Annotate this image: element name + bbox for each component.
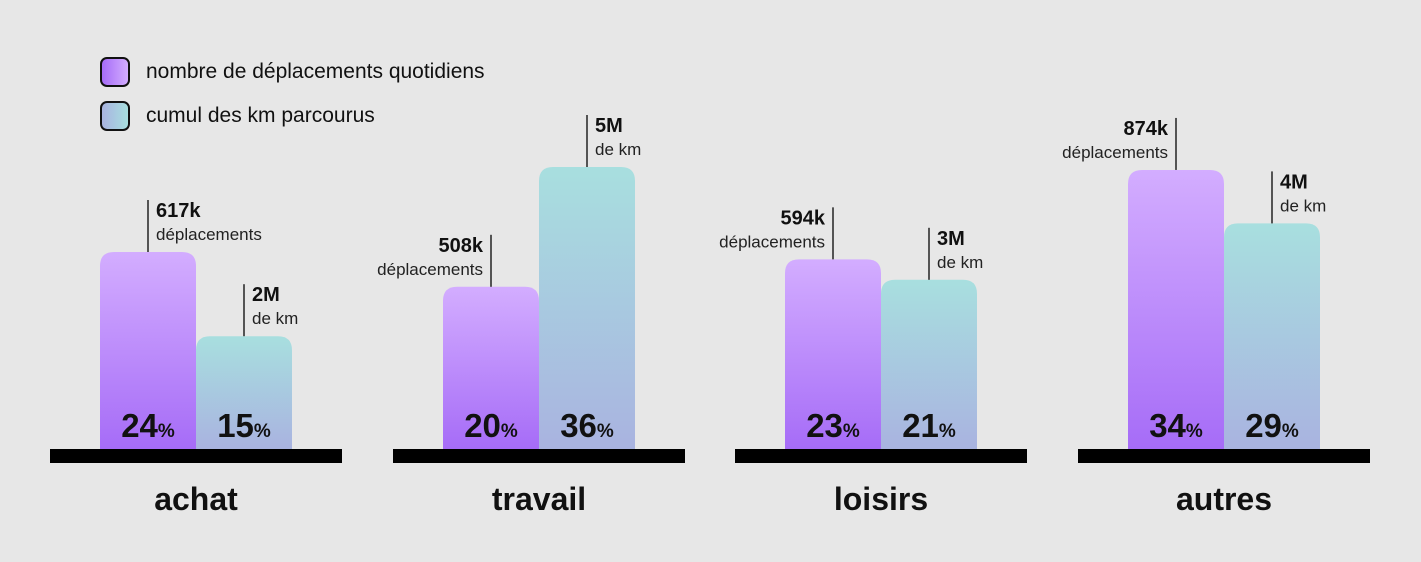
value-label-trips-achat: 617k [156, 200, 201, 222]
percent-label-km-autres: 29% [1245, 407, 1299, 444]
baseline-travail [393, 449, 685, 463]
value-units-trips-achat: déplacements [156, 225, 262, 244]
value-label-km-loisirs: 3M [937, 228, 965, 250]
bar-km-travail [539, 167, 635, 449]
value-units-trips-autres: déplacements [1062, 143, 1168, 162]
value-label-trips-loisirs: 594k [781, 207, 826, 229]
category-label-achat: achat [154, 481, 238, 517]
percent-symbol: % [1282, 421, 1299, 442]
value-units-km-loisirs: de km [937, 253, 983, 272]
value-units-km-achat: de km [252, 309, 298, 328]
percent-label-trips-travail: 20% [464, 407, 518, 444]
value-units-trips-loisirs: déplacements [719, 232, 825, 251]
percent-value: 15 [217, 407, 254, 444]
percent-value: 34 [1149, 407, 1186, 444]
bar-trips-travail [443, 286, 539, 449]
legend-swatch-trips [100, 57, 130, 87]
bar-km-loisirs [881, 279, 977, 449]
category-label-loisirs: loisirs [834, 481, 928, 517]
percent-value: 21 [902, 407, 939, 444]
bar-km-achat [196, 336, 292, 449]
percent-value: 36 [560, 407, 597, 444]
value-label-km-travail: 5M [595, 115, 623, 137]
percent-label-km-achat: 15% [217, 407, 271, 444]
percent-label-km-travail: 36% [560, 407, 614, 444]
value-units-km-travail: de km [595, 140, 641, 159]
percent-label-trips-achat: 24% [121, 407, 175, 444]
bar-km-autres [1224, 223, 1320, 449]
value-units-km-autres: de km [1280, 196, 1326, 215]
percent-symbol: % [501, 421, 518, 442]
legend-label-km: cumul des km parcourus [146, 104, 375, 127]
percent-symbol: % [843, 421, 860, 442]
legend: nombre de déplacements quotidiens cumul … [100, 50, 485, 138]
legend-item-km: cumul des km parcourus [100, 94, 485, 138]
value-label-km-autres: 4M [1280, 171, 1308, 193]
value-label-km-achat: 2M [252, 284, 280, 306]
percent-symbol: % [158, 421, 175, 442]
legend-label-trips: nombre de déplacements quotidiens [146, 60, 485, 83]
percent-label-trips-autres: 34% [1149, 407, 1203, 444]
value-units-trips-travail: déplacements [377, 260, 483, 279]
category-label-autres: autres [1176, 481, 1272, 517]
baseline-autres [1078, 449, 1370, 463]
bar-trips-loisirs [785, 259, 881, 449]
percent-symbol: % [939, 421, 956, 442]
percent-symbol: % [1186, 421, 1203, 442]
percent-label-km-loisirs: 21% [902, 407, 956, 444]
baseline-achat [50, 449, 342, 463]
bar-trips-achat [100, 252, 196, 449]
baseline-loisirs [735, 449, 1027, 463]
category-label-travail: travail [492, 481, 586, 517]
bar-trips-autres [1128, 169, 1224, 449]
legend-item-trips: nombre de déplacements quotidiens [100, 50, 485, 94]
percent-symbol: % [597, 421, 614, 442]
percent-value: 20 [464, 407, 501, 444]
legend-swatch-km [100, 101, 130, 131]
value-label-trips-travail: 508k [439, 235, 484, 257]
percent-value: 29 [1245, 407, 1282, 444]
percent-value: 24 [121, 407, 158, 444]
percent-value: 23 [806, 407, 843, 444]
percent-symbol: % [254, 421, 271, 442]
percent-label-trips-loisirs: 23% [806, 407, 860, 444]
value-label-trips-autres: 874k [1124, 118, 1169, 140]
